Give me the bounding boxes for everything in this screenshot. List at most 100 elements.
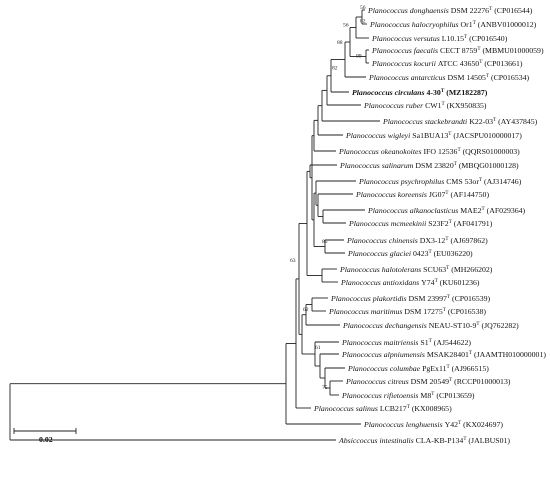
type-strain-superscript: T	[446, 265, 450, 271]
leaf-label: Planococcus wigleyi Sa1BUA13T (JACSPU010…	[345, 131, 522, 140]
leaf-label: Planococcus okeanokoites IFO 12536T (QQR…	[338, 147, 520, 156]
type-strain-superscript: T	[429, 338, 433, 344]
leaf-label: Planococcus antioxidans Y74T (KU601236)	[340, 278, 480, 287]
type-strain-superscript: T	[442, 101, 446, 107]
accession-number: (JACSPU010000017)	[451, 131, 522, 140]
accession-number: (CP016538)	[446, 307, 486, 316]
type-strain-superscript: T	[479, 59, 483, 65]
accession-number: (AY437845)	[496, 117, 537, 126]
species-name: Planococcus lenghuensis	[363, 420, 445, 429]
accession-number: (KX008965)	[410, 404, 452, 413]
scale-bar: 0.02	[13, 428, 77, 444]
bootstrap-value: 56	[360, 5, 366, 11]
accession-number: (AF144750)	[449, 190, 490, 199]
leaf-label: Planococcus koreensis JG07T (AF144750)	[355, 190, 489, 199]
leaf-label: Planococcus donghaensis DSM 22276T (CP01…	[367, 6, 533, 15]
species-name: Planococcus antarcticus	[368, 73, 448, 82]
type-strain-superscript: T	[429, 249, 433, 255]
accession-number: (CP016544)	[492, 6, 532, 15]
scale-bar-label: 0.02	[39, 435, 53, 444]
species-name: Planococcus plakortidis	[330, 294, 409, 303]
strain-name: Sa1BUA13	[412, 131, 448, 140]
species-name: Planococcus citreus	[345, 377, 411, 386]
type-strain-superscript: T	[454, 161, 458, 167]
accession-number: (AJ697862)	[449, 236, 489, 245]
type-strain-superscript: T	[479, 177, 483, 183]
strain-name: NEAU-ST10-9	[429, 321, 477, 330]
leaf-label: Planococcus salinus LCB217T (KX008965)	[313, 404, 452, 413]
type-strain-superscript: T	[448, 131, 452, 137]
strain-name: JG07	[429, 190, 446, 199]
strain-name: L10.15	[442, 34, 464, 43]
leaf-label: Planococcus kocurii ATCC 43650T (CP01366…	[371, 59, 523, 68]
bootstrap-value: 82	[332, 66, 338, 72]
leaf-label: Absiccoccus intestinalis CLA-KB-P134T (J…	[338, 436, 510, 445]
accession-number: (KX950835)	[445, 101, 487, 110]
type-strain-superscript: T	[449, 377, 453, 383]
strain-name: MAE2	[460, 206, 481, 215]
leaf-label: Planococcus plakortidis DSM 23997T (CP01…	[330, 294, 491, 303]
type-strain-superscript: T	[443, 307, 447, 313]
accession-number: (CP016534)	[489, 73, 529, 82]
accession-number: (EU036220)	[432, 249, 473, 258]
type-strain-superscript: T	[445, 236, 449, 242]
accession-number: (AJ966515)	[450, 364, 490, 373]
accession-number: (JQ762282)	[480, 321, 520, 330]
leaf-label: Planococcus circulans 4-30T (MZ182287)	[352, 88, 488, 97]
strain-name: DSM 23820	[415, 161, 453, 170]
type-strain-superscript: T	[464, 34, 468, 40]
species-name: Planococcus maritimus	[328, 307, 404, 316]
accession-number: (MBMU01000059)	[481, 46, 544, 55]
species-name: Planococcus mcmeekinii	[348, 219, 428, 228]
type-strain-superscript: T	[493, 117, 497, 123]
strain-name: Y74	[421, 278, 435, 287]
strain-name: CLA-KB-P134	[416, 436, 464, 445]
strain-name: DSM 14505	[448, 73, 486, 82]
strain-name: S1	[420, 338, 428, 347]
leaf-label: Planococcus glaciei 0423T (EU036220)	[347, 249, 473, 258]
species-name: Planococcus okeanokoites	[338, 147, 423, 156]
species-name: Planococcus dechangensis	[342, 321, 429, 330]
strain-name: S23F2	[428, 219, 448, 228]
type-strain-superscript: T	[457, 147, 461, 153]
species-name: Planococcus donghaensis	[367, 6, 451, 15]
species-name: Planococcus salinarum	[339, 161, 415, 170]
accession-number: (AJ544622)	[432, 338, 472, 347]
strain-name: Or1	[461, 20, 473, 29]
species-name: Planococcus koreensis	[355, 190, 429, 199]
strain-name: DSM 22276	[451, 6, 489, 15]
leaf-label: Planococcus maritimus DSM 17275T (CP0165…	[328, 307, 486, 316]
type-strain-superscript: T	[431, 391, 435, 397]
type-strain-superscript: T	[473, 20, 477, 26]
type-strain-superscript: T	[446, 364, 450, 370]
bootstrap-value: 61	[315, 345, 321, 351]
bootstrap-value: 56	[343, 23, 349, 29]
bootstrap-value: 99	[356, 54, 362, 60]
type-strain-superscript: T	[435, 278, 439, 284]
species-name: Planococcus rifietoensis	[341, 391, 420, 400]
strain-name: IFO 12536	[423, 147, 457, 156]
accession-number: (AF029364)	[485, 206, 526, 215]
accession-number: (CP013661)	[482, 59, 522, 68]
type-strain-superscript: T	[458, 420, 462, 426]
leaf-label: Planococcus alkanoclasticus MAE2T (AF029…	[367, 206, 526, 215]
strain-name: SCU63	[423, 265, 446, 274]
species-name: Planococcus halotolerans	[339, 265, 423, 274]
leaf-label: Planococcus faecalis CECT 8759T (MBMU010…	[371, 46, 544, 55]
strain-name: CECT 8759	[440, 46, 477, 55]
leaf-label: Planococcus alpniumensis MSAK28401T (JAA…	[341, 350, 546, 359]
species-name: Planococcus halocryophilus	[369, 20, 461, 29]
type-strain-superscript: T	[476, 321, 480, 327]
strain-name: Y42	[445, 420, 459, 429]
bootstrap-value: 62	[303, 307, 309, 313]
species-name: Planococcus psychrophilus	[358, 177, 446, 186]
species-name: Planococcus wigleyi	[345, 131, 412, 140]
accession-number: (JALBUS01)	[466, 436, 510, 445]
type-strain-superscript: T	[469, 350, 473, 356]
accession-number: (CP013659)	[434, 391, 474, 400]
accession-number: (RCCP01000013)	[452, 377, 511, 386]
leaf-label: Planococcus lenghuensis Y42T (KX024697)	[363, 420, 503, 429]
strain-name: MSAK28401	[427, 350, 469, 359]
bootstrap-value: 82	[360, 19, 366, 25]
